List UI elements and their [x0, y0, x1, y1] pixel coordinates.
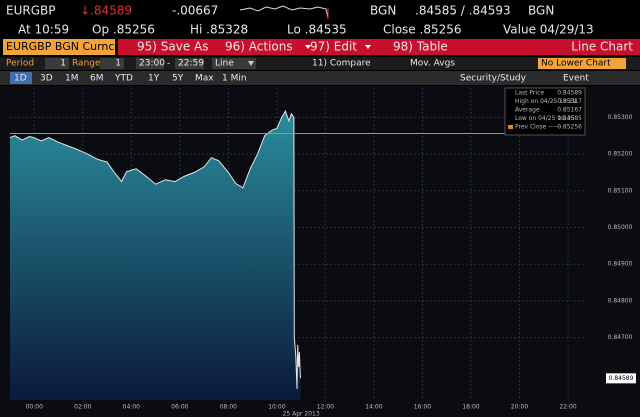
menu-item[interactable]: 96) Actions: [225, 40, 293, 54]
compare[interactable]: 11) Compare: [312, 59, 371, 69]
chart: 0.84700 0.84800 0.84900 0.85000 0.85100 0.852…: [9, 87, 636, 417]
sparkline: [239, 5, 329, 19]
field[interactable]: [100, 58, 124, 69]
y-tick-label: 0.84900: [608, 261, 633, 268]
range-button[interactable]: YTD: [114, 74, 133, 84]
date-label: 25 Apr 2013: [283, 411, 320, 417]
range-button[interactable]: 1M: [65, 74, 79, 84]
open: Op .85256: [92, 23, 155, 37]
time: At 10:59: [18, 23, 69, 37]
range-button[interactable]: Max: [195, 74, 214, 84]
x-tick-label: 16:00: [414, 404, 431, 411]
legend-value: 0.85167: [557, 107, 582, 114]
active-button: [10, 72, 32, 84]
range-buttons: 1D 3D 1M 6M YTD 1Y 5Y Max: [10, 72, 214, 84]
legend-label: Prev Close ------: [515, 124, 561, 131]
legend-value: 0.85317: [557, 98, 582, 105]
label: Range: [72, 59, 101, 69]
last-price-tag: [606, 373, 636, 384]
y-tick-label: 0.85000: [608, 224, 633, 231]
toolbar: [0, 71, 640, 85]
field[interactable]: [175, 58, 204, 69]
value-date: Value 04/29/13: [503, 23, 594, 37]
x-tick-label: 20:00: [511, 404, 528, 411]
start-time[interactable]: 23:00: [139, 59, 165, 69]
menu-item[interactable]: 95) Save As: [137, 40, 209, 54]
range-button[interactable]: 1Y: [148, 74, 160, 84]
dropdown-arrow: [248, 61, 254, 66]
view-name: Line Chart: [571, 40, 633, 54]
area: [10, 111, 301, 400]
source: BGN: [370, 4, 396, 18]
field[interactable]: [45, 58, 69, 69]
dash: -: [167, 59, 170, 69]
range-button[interactable]: 6M: [90, 74, 104, 84]
x-tick-label: 04:00: [123, 404, 140, 411]
legend-label: High on 04/25 10:19: [515, 98, 577, 105]
menu-arrow: [305, 45, 311, 49]
security-box[interactable]: [3, 39, 115, 55]
menu-item[interactable]: 97) Edit: [310, 40, 357, 54]
menu-item[interactable]: 98) Table: [393, 40, 448, 54]
range-button[interactable]: 1D: [14, 74, 27, 84]
y-tick-label: 0.84700: [608, 334, 633, 341]
line: [9, 109, 301, 390]
mov-avgs[interactable]: Mov. Avgs: [410, 59, 455, 69]
legend-swatch: [508, 125, 513, 129]
field[interactable]: [136, 58, 164, 69]
y-tick-label: 0.84800: [608, 297, 633, 304]
legend-label: Last Price: [515, 90, 544, 97]
ticker: EURGBP: [6, 4, 55, 18]
chart-style[interactable]: Line: [215, 59, 234, 69]
legend-label: Average: [515, 107, 540, 114]
range-button[interactable]: 3D: [40, 74, 53, 84]
dropdown[interactable]: [538, 58, 626, 69]
x-tick-label: 08:00: [220, 404, 237, 411]
high: Hi .85328: [190, 23, 248, 37]
dropdown[interactable]: [212, 58, 256, 69]
y-tick-label: 0.85100: [608, 187, 633, 194]
last-price-label: 0.84589: [609, 375, 634, 382]
x-tick-label: 02:00: [74, 404, 91, 411]
legend-value: 0.84585: [557, 115, 582, 122]
event[interactable]: Event: [563, 74, 589, 84]
menu-arrow: [365, 45, 371, 49]
interval[interactable]: 1 Min: [222, 74, 247, 84]
legend-value: 0.84589: [557, 90, 582, 97]
x-tick-label: 14:00: [365, 404, 382, 411]
period[interactable]: 1: [60, 59, 66, 69]
lower-chart[interactable]: No Lower Chart: [541, 59, 611, 69]
legend-box: [504, 87, 586, 136]
y-tick-label: 0.85300: [608, 114, 633, 121]
low: Lo .84535: [287, 23, 347, 37]
change: -.00667: [172, 4, 218, 18]
y-tick-label: 0.85200: [608, 151, 633, 158]
x-tick-label: 22:00: [559, 404, 576, 411]
x-tick-label: 00:00: [26, 404, 43, 411]
bid-ask: .84585 / .84593: [415, 4, 511, 18]
security-study[interactable]: Security/Study: [460, 74, 527, 84]
range-button[interactable]: 5Y: [172, 74, 184, 84]
x-tick-label: 06:00: [171, 404, 188, 411]
menu-bar: [118, 39, 640, 55]
menu-items: 95) Save As 96) Actions 97) Edit 98) Table: [137, 40, 448, 54]
end-time[interactable]: 22:59: [178, 59, 204, 69]
legend-value: 0.85256: [557, 124, 582, 131]
range[interactable]: 1: [115, 59, 121, 69]
source: BGN: [528, 4, 554, 18]
last-price: ↓.84589: [80, 4, 132, 18]
x-tick-label: 12:00: [317, 404, 334, 411]
x-tick-label: 18:00: [462, 404, 479, 411]
legend-label: Low on 04/25 10:35: [515, 115, 575, 122]
x-tick-label: 10:00: [268, 404, 285, 411]
close: Close .85256: [383, 23, 462, 37]
security[interactable]: EURGBP BGN Curnc: [6, 40, 114, 53]
label: Period: [6, 59, 34, 69]
